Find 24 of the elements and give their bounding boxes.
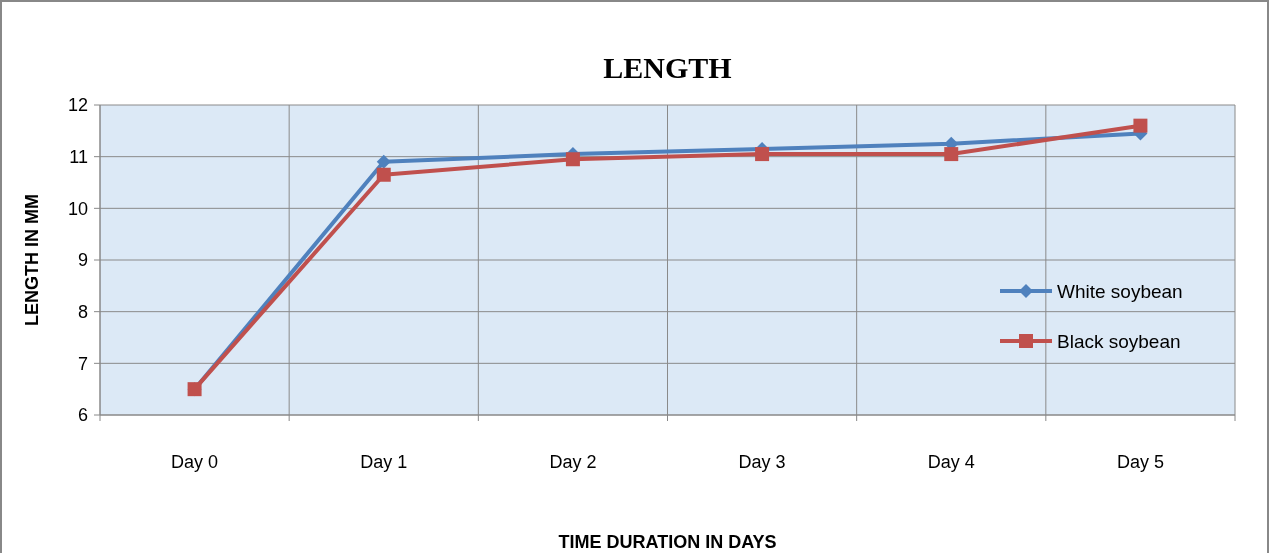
point bbox=[376, 167, 391, 182]
y-tick-label: 8 bbox=[77, 301, 88, 322]
legend-label: Black soybean bbox=[1057, 330, 1181, 352]
point bbox=[1133, 118, 1148, 133]
x-axis-title: TIME DURATION IN DAYS bbox=[558, 532, 777, 552]
y-tick-label: 9 bbox=[77, 250, 88, 271]
x-tick-label: Day 5 bbox=[1116, 452, 1164, 472]
chart-title: LENGTH bbox=[603, 51, 732, 84]
x-tick-label: Day 2 bbox=[549, 452, 597, 472]
x-tick-label: Day 3 bbox=[738, 452, 786, 472]
y-axis-title: LENGTH IN MM bbox=[22, 194, 42, 326]
y-tick-label: 10 bbox=[67, 198, 88, 219]
x-tick-label: Day 4 bbox=[927, 452, 975, 472]
y-tick-label: 7 bbox=[77, 353, 88, 374]
point bbox=[755, 147, 770, 162]
x-tick-label: Day 0 bbox=[171, 452, 219, 472]
point bbox=[376, 154, 391, 169]
point bbox=[565, 152, 580, 167]
y-tick-label: 12 bbox=[67, 95, 88, 116]
y-tick-label: 11 bbox=[69, 146, 88, 167]
y-tick-label: 6 bbox=[77, 405, 88, 426]
x-tick-label: Day 1 bbox=[360, 452, 408, 472]
point bbox=[944, 147, 959, 162]
legend-label: White soybean bbox=[1057, 280, 1183, 302]
